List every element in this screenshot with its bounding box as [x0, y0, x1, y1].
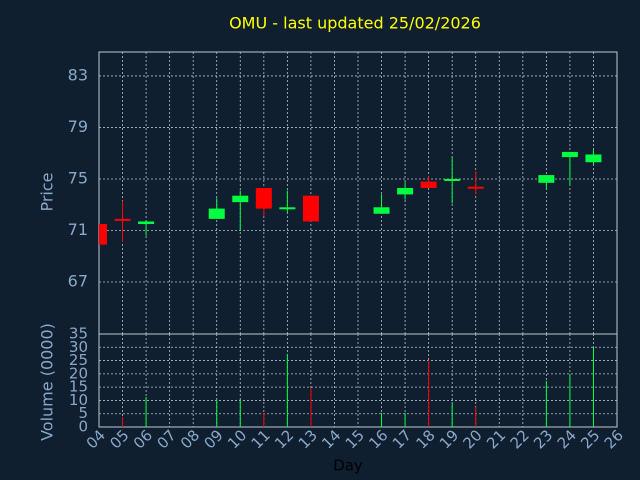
y2-tick-label: 15 [69, 378, 88, 396]
candle-body [302, 195, 319, 222]
candle-body [255, 187, 272, 209]
volume-bar [145, 396, 147, 427]
candle-body [232, 195, 249, 203]
y2-tick-label: 10 [69, 391, 88, 409]
volume-bar [310, 387, 312, 427]
y-tick-label: 83 [68, 65, 88, 84]
volume-bar [428, 360, 430, 427]
y-tick-label: 75 [68, 168, 88, 187]
candle-body [114, 218, 131, 221]
y2-tick-label: 30 [69, 338, 88, 356]
volume-bar [286, 353, 288, 427]
volume-bar [381, 412, 383, 427]
y-axis-label: Price [38, 172, 57, 211]
candle-body [420, 181, 437, 188]
y2-axis-label: Volume (0000) [38, 323, 57, 441]
candle-body [561, 151, 578, 158]
volume-bar [122, 416, 124, 427]
candle-body [99, 224, 107, 245]
y-tick-label: 71 [68, 220, 88, 239]
y2-tick-label: 25 [69, 351, 88, 369]
volume-bar [263, 412, 265, 427]
candle-body [208, 208, 225, 219]
volume-bar [592, 347, 594, 427]
volume-bar [216, 399, 218, 427]
y-tick-label: 79 [68, 117, 88, 136]
volume-bar [451, 403, 453, 427]
candle-body [397, 187, 414, 195]
chart-title: OMU - last updated 25/02/2026 [229, 14, 481, 33]
volume-bar [239, 399, 241, 427]
y2-tick-label: 5 [78, 404, 88, 422]
y2-tick-label: 35 [69, 325, 88, 343]
volume-bar [545, 381, 547, 427]
y2-tick-label: 0 [78, 418, 88, 436]
candle-body [279, 207, 296, 210]
volume-bar [569, 373, 571, 427]
candle-body [138, 221, 155, 225]
y-tick-label: 67 [68, 271, 88, 290]
x-axis-label: Day [333, 457, 363, 475]
volume-bar [404, 412, 406, 427]
volume-bar [475, 407, 477, 427]
candle-body [538, 175, 555, 183]
candle-body [467, 186, 484, 189]
candle-body [444, 178, 461, 181]
y2-tick-label: 20 [69, 364, 88, 382]
candle-body [585, 154, 602, 163]
candle-body [373, 207, 390, 214]
